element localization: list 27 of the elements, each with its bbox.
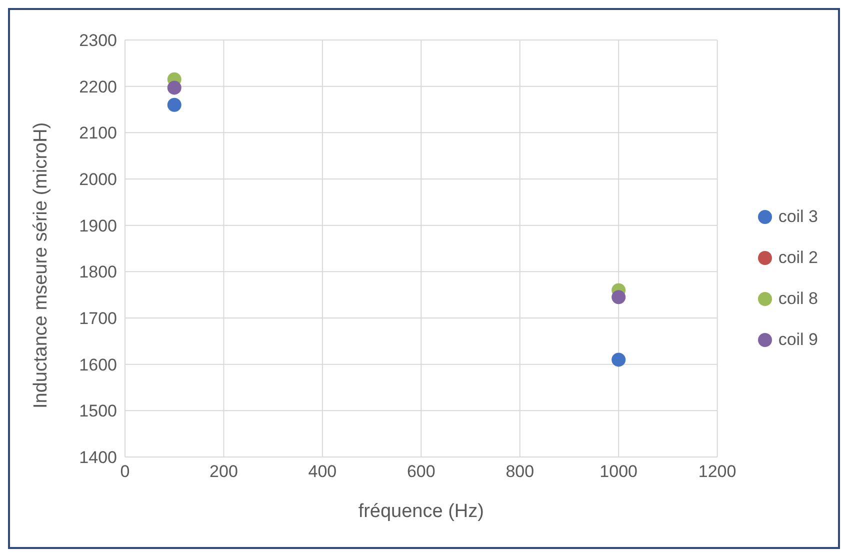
y-tick-label: 1500 [79, 402, 117, 421]
x-tick-label: 1200 [698, 462, 736, 482]
y-tick-label: 1900 [79, 216, 117, 236]
y-tick-label: 2000 [79, 170, 117, 190]
x-axis-title: fréquence (Hz) [358, 501, 484, 522]
y-tick-label: 2200 [79, 77, 117, 96]
y-tick-label: 1400 [79, 448, 117, 468]
x-tick-label: 1000 [600, 462, 638, 482]
x-tick-label: 800 [506, 462, 534, 482]
y-tick-label: 2300 [79, 31, 117, 50]
legend-label: coil 8 [778, 289, 818, 309]
point [167, 98, 182, 112]
legend-label: coil 9 [778, 330, 818, 350]
y-tick-label: 1800 [79, 262, 117, 282]
y-tick-label: 1600 [79, 355, 117, 374]
point [612, 352, 626, 367]
x-tick-label: 0 [120, 462, 130, 482]
point [167, 80, 182, 95]
point [612, 290, 626, 304]
x-tick-label: 400 [308, 462, 337, 482]
legend-label: coil 3 [778, 207, 818, 227]
y-axis-title: Inductance mseure série (microH) [30, 122, 52, 408]
y-tick-label: 2100 [79, 124, 117, 143]
x-tick-label: 600 [406, 462, 436, 482]
legend-label: coil 2 [778, 248, 818, 268]
y-tick-label: 1700 [79, 309, 117, 328]
x-tick-label: 200 [210, 462, 238, 482]
